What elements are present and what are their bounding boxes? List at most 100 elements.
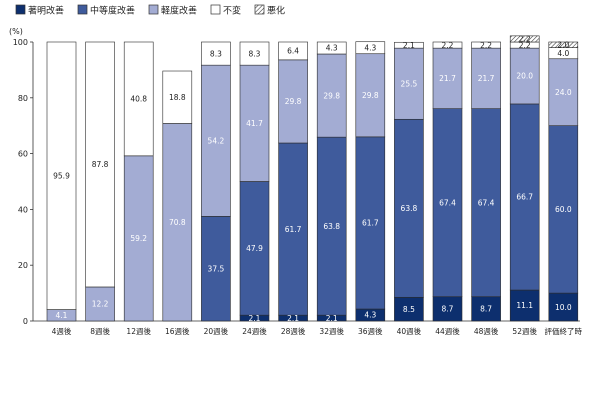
bar-segment [509, 47, 540, 105]
bar-segment [85, 41, 115, 288]
bar-segment [239, 181, 270, 316]
x-tick-label: 評価終了時 [545, 326, 583, 336]
data-label: 8.7 [442, 305, 454, 314]
data-label: 2.2 [519, 35, 531, 44]
bars [46, 35, 579, 322]
bar-segment [509, 103, 540, 291]
legend-swatch [15, 4, 26, 15]
bar-segment [278, 41, 308, 61]
x-tick-label: 4週後 [52, 326, 72, 336]
bar-segment [394, 41, 424, 49]
x-tick-label: 12週後 [126, 326, 151, 336]
data-label: 4.3 [364, 311, 376, 320]
y-tick-label: 0 [23, 317, 28, 326]
data-label: 4.1 [56, 311, 68, 320]
bar-segment [355, 41, 386, 55]
x-tick-label: 44週後 [435, 326, 460, 336]
x-axis-labels: 4週後 8週後 12週後 16週後 20週後 24週後 28週後 32週後 36週後 40週後 44… [52, 326, 583, 336]
data-label: 8.5 [403, 305, 415, 314]
data-label: 11.1 [516, 301, 533, 310]
bar-segment [316, 136, 347, 316]
data-label: 2.1 [326, 314, 338, 323]
data-label: 37.5 [208, 264, 225, 273]
data-label: 2.2 [442, 41, 454, 50]
x-tick-label: 36週後 [358, 326, 383, 336]
legend-swatch [254, 4, 265, 15]
legend: 著明改善 中等度改善 軽度改善 不変 悪化 [15, 4, 285, 17]
data-label: 2.2 [480, 41, 492, 50]
x-tick-label: 52週後 [512, 326, 537, 336]
x-tick-label: 28週後 [281, 326, 306, 336]
data-label: 54.2 [208, 136, 225, 145]
bar-segment [123, 41, 154, 157]
x-tick-label: 16週後 [165, 326, 190, 336]
data-label: 2.1 [249, 314, 261, 323]
data-label: 4.3 [326, 44, 338, 53]
y-tick-label: 100 [13, 38, 28, 47]
bar-segment [278, 142, 308, 316]
data-label: 41.7 [246, 119, 263, 128]
bar-segment [432, 108, 463, 298]
data-label: 29.8 [285, 97, 302, 106]
data-label: 40.8 [130, 95, 147, 104]
x-tick-label: 32週後 [319, 326, 344, 336]
bar-segment [201, 41, 231, 66]
legend-label: 軽度改善 [161, 5, 197, 17]
legend-label: 悪化 [267, 5, 285, 17]
data-label: 2.1 [287, 314, 299, 323]
bar-segment [85, 286, 115, 322]
data-label: 63.8 [401, 204, 418, 213]
bar-segment [316, 41, 347, 55]
bar-segment [471, 47, 501, 109]
data-label: 95.9 [53, 171, 70, 180]
bar-segment [201, 64, 231, 217]
y-tick-label: 80 [18, 94, 28, 103]
data-label: 18.8 [169, 93, 186, 102]
data-label: 61.7 [285, 225, 302, 234]
bar-segment [162, 123, 193, 322]
x-tick-label: 48週後 [474, 326, 499, 336]
data-label: 10.0 [555, 303, 572, 312]
data-label: 63.8 [323, 222, 340, 231]
data-label: 29.8 [362, 91, 379, 100]
bar-segment [394, 118, 424, 298]
bar-segment [548, 292, 579, 322]
data-label: 67.4 [439, 198, 456, 207]
legend-swatch [210, 4, 221, 15]
data-label: 8.3 [249, 49, 261, 58]
bar-segment [509, 289, 540, 322]
data-label: 8.3 [210, 49, 222, 58]
data-labels: 4.1 95.9 12.2 87.8 59.2 40.8 70.8 18.8 37.5 54.2 8… [53, 35, 572, 323]
data-label: 2.1 [403, 41, 415, 50]
bar-segment [46, 41, 77, 310]
data-label: 59.2 [130, 234, 147, 243]
bar-segment [394, 47, 424, 120]
data-label: 12.2 [92, 300, 109, 309]
bar-segment [162, 70, 193, 124]
data-label: 70.8 [169, 218, 186, 227]
bar-segment [509, 35, 540, 43]
legend-swatch [148, 4, 159, 15]
bar-segment [548, 125, 579, 294]
data-label: 25.5 [401, 79, 418, 88]
data-label: 2.2 [519, 41, 531, 50]
x-tick-label: 24週後 [242, 326, 267, 336]
x-tick-label: 8週後 [90, 326, 110, 336]
y-tick-label: 20 [18, 261, 28, 270]
bar-segment [432, 47, 463, 109]
data-label: 29.8 [323, 91, 340, 100]
data-label: 24.0 [555, 88, 572, 97]
legend-label: 中等度改善 [90, 5, 135, 17]
bar-segment [239, 64, 270, 182]
bar-segment [123, 155, 154, 322]
bar-segment [548, 41, 579, 48]
bar-segment [471, 41, 501, 49]
bar-segment [355, 53, 386, 138]
data-label: 60.0 [555, 205, 572, 214]
data-label: 61.7 [362, 219, 379, 228]
bar-segment [471, 296, 501, 322]
bar-segment [471, 108, 501, 298]
bar-segment [548, 58, 579, 127]
x-tick-label: 40週後 [397, 326, 422, 336]
legend-swatch [77, 4, 88, 15]
